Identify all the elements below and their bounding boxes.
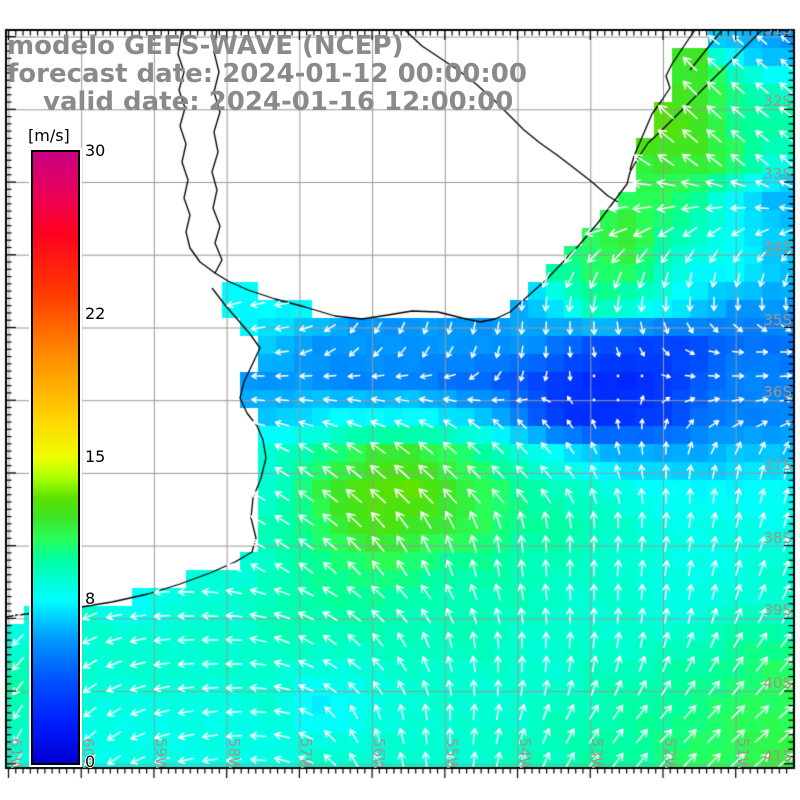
colorbar (29, 148, 82, 767)
colorbar-tick-label: 15 (85, 446, 106, 466)
colorbar-gradient (33, 152, 78, 763)
colorbar-tick-label: 22 (85, 303, 106, 323)
colorbar-unit-label: [m/s] (28, 126, 70, 145)
colorbar-tick-label: 0 (85, 752, 96, 771)
colorbar-tick-label: 30 (85, 141, 106, 160)
colorbar-tick-label: 8 (85, 589, 96, 609)
